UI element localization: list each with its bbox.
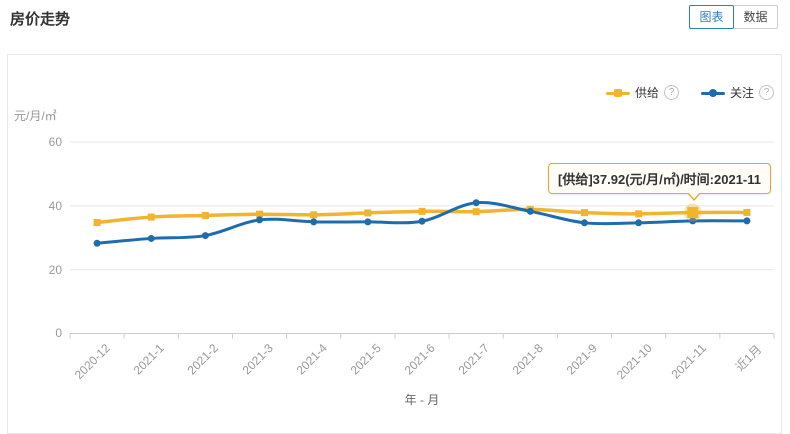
legend-label-attention: 关注 (730, 86, 755, 100)
attention-data-point-2021-3[interactable] (256, 216, 264, 224)
supply-data-point-近1月[interactable] (743, 208, 751, 216)
supply-data-point-2021-7[interactable] (472, 208, 480, 216)
trend-chart (69, 141, 775, 339)
attention-legend-marker (701, 86, 726, 100)
attention-data-point-2021-11[interactable] (689, 217, 697, 225)
supply-data-point-2021-4[interactable] (310, 211, 318, 219)
attention-data-point-2021-8[interactable] (526, 207, 534, 215)
help-icon[interactable]: ? (664, 85, 680, 100)
supply-data-point-2021-6[interactable] (418, 207, 426, 215)
y-tick-label: 40 (48, 199, 62, 213)
highlighted-data-point[interactable] (687, 207, 699, 219)
supply-data-point-2021-1[interactable] (147, 213, 155, 221)
supply-data-point-2021-2[interactable] (201, 211, 209, 219)
legend-item-attention[interactable]: 关注 ? (701, 84, 775, 101)
supply-data-point-2020-12[interactable] (93, 218, 101, 226)
legend-label-supply: 供给 (635, 86, 660, 100)
supply-data-point-2021-3[interactable] (256, 210, 264, 218)
y-axis-unit: 元/月/㎡ (14, 109, 57, 123)
supply-data-point-2021-5[interactable] (364, 209, 372, 217)
attention-data-point-2021-2[interactable] (201, 232, 209, 240)
help-icon[interactable]: ? (759, 85, 775, 100)
chart-panel (7, 54, 782, 434)
tooltip: [供给]37.92(元/月/㎡)/时间:2021-11 (548, 163, 772, 201)
tab-chart-button[interactable]: 图表 (689, 5, 734, 29)
legend: 供给 ? 关注 ? (606, 84, 775, 101)
tooltip-arrow (687, 191, 701, 199)
attention-data-point-2021-10[interactable] (635, 219, 643, 227)
attention-data-point-2021-6[interactable] (418, 217, 426, 225)
attention-data-point-近1月[interactable] (743, 217, 751, 225)
attention-data-point-2021-1[interactable] (147, 234, 155, 242)
supply-data-point-2021-10[interactable] (635, 210, 643, 218)
attention-data-point-2021-5[interactable] (364, 218, 372, 226)
y-tick-label: 20 (48, 263, 62, 277)
supply-legend-marker (606, 86, 630, 100)
x-axis-title: 年 - 月 (404, 393, 440, 407)
tab-data-button[interactable]: 数据 (733, 5, 778, 29)
legend-item-supply[interactable]: 供给 ? (606, 84, 680, 101)
view-toggle: 图表 数据 (689, 5, 778, 29)
supply-data-point-2021-9[interactable] (580, 209, 588, 217)
attention-data-point-2021-7[interactable] (472, 199, 480, 207)
tooltip-text: [供给]37.92(元/月/㎡)/时间:2021-11 (558, 172, 762, 187)
y-tick-label: 60 (48, 135, 62, 149)
attention-data-point-2021-9[interactable] (580, 219, 588, 227)
page-title: 房价走势 (10, 11, 71, 28)
y-tick-label: 0 (55, 326, 62, 340)
attention-data-point-2021-4[interactable] (310, 218, 318, 226)
attention-data-point-2020-12[interactable] (93, 239, 101, 247)
